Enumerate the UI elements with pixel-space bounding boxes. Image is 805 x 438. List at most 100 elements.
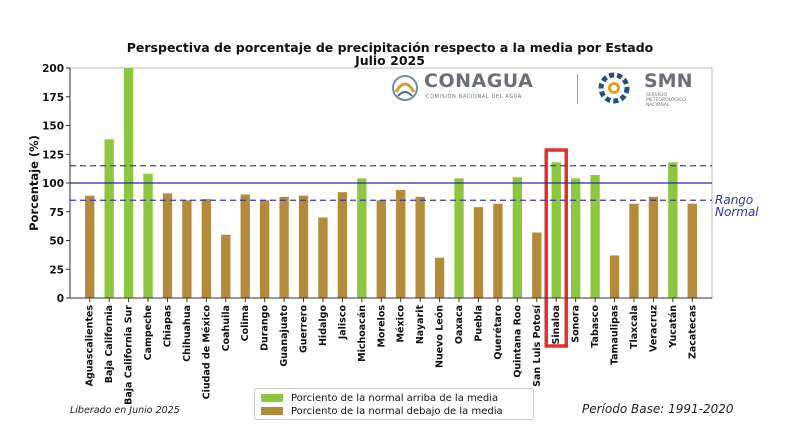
conagua-logo-text: CONAGUA bbox=[424, 70, 534, 92]
x-tick-label: Guerrero bbox=[299, 305, 310, 354]
bar-16 bbox=[396, 189, 406, 298]
x-tick-label: Oaxaca bbox=[454, 305, 465, 344]
x-tick-label: Ciudad de México bbox=[201, 305, 212, 400]
bar-18 bbox=[434, 257, 445, 298]
bar-28 bbox=[629, 203, 639, 298]
x-tick-label: Baja California Sur bbox=[124, 305, 135, 405]
legend-swatch-below bbox=[261, 407, 283, 415]
legend-item-below: Porciento de la normal debajo de la medi… bbox=[261, 405, 503, 417]
bar-25 bbox=[570, 178, 581, 298]
conagua-logo: CONAGUA COMISIÓN NACIONAL DEL AGUA bbox=[390, 70, 570, 110]
bar-0 bbox=[85, 195, 95, 298]
y-axis-label: Porcentaje (%) bbox=[27, 135, 41, 231]
highlight-box bbox=[544, 148, 568, 348]
x-tick-label: Morelos bbox=[376, 305, 387, 348]
bar-6 bbox=[201, 199, 212, 298]
bar-24 bbox=[551, 162, 561, 298]
release-note: Liberado en Junio 2025 bbox=[70, 405, 180, 416]
x-tick-label: Guanajuato bbox=[279, 305, 290, 367]
bar-30 bbox=[668, 162, 678, 298]
range-label-line2: Normal bbox=[715, 205, 759, 219]
y-tick-label: 125 bbox=[42, 149, 64, 161]
x-tick-label: Durango bbox=[260, 305, 271, 351]
bar-19 bbox=[454, 178, 464, 298]
x-tick-label: Nayarit bbox=[415, 305, 426, 345]
y-tick-label: 200 bbox=[42, 63, 64, 75]
logo-divider bbox=[577, 74, 578, 104]
smn-emblem-icon bbox=[598, 72, 630, 104]
legend-label-below: Porciento de la normal debajo de la medi… bbox=[291, 405, 503, 417]
bar-11 bbox=[298, 195, 309, 298]
x-tick-label: Jalisco bbox=[337, 305, 348, 341]
bar-8 bbox=[240, 194, 250, 298]
bar-15 bbox=[376, 200, 386, 298]
x-tick-label: Zacatecas bbox=[687, 305, 698, 359]
smn-logo-subtext-2: METEOROLÓGICO bbox=[646, 98, 686, 103]
smn-logo: SMN SERVICIO METEOROLÓGICO NACIONAL bbox=[596, 70, 711, 110]
legend: Porciento de la normal arriba de la medi… bbox=[254, 388, 534, 420]
conagua-logo-subtext: COMISIÓN NACIONAL DEL AGUA bbox=[426, 94, 522, 100]
bar-13 bbox=[337, 192, 348, 298]
bar-3 bbox=[143, 173, 153, 298]
range-label-line1: Rango bbox=[715, 193, 754, 207]
bar-10 bbox=[279, 196, 289, 298]
x-tick-label: Baja California bbox=[104, 305, 115, 383]
legend-label-above: Porciento de la normal arriba de la medi… bbox=[291, 392, 499, 404]
bar-9 bbox=[259, 200, 270, 298]
x-tick-label: Tamaulipas bbox=[610, 305, 621, 365]
y-tick-label: 75 bbox=[49, 207, 64, 219]
y-tick-label: 100 bbox=[42, 178, 64, 190]
x-tick-label: Querétaro bbox=[493, 305, 504, 360]
x-tick-label: San Luis Potosí bbox=[532, 304, 543, 387]
x-tick-label: Nuevo León bbox=[435, 305, 446, 368]
bar-22 bbox=[512, 177, 523, 298]
y-tick-label: 175 bbox=[42, 92, 64, 104]
x-tick-label: Michoacán bbox=[357, 305, 368, 362]
x-tick-label: Chihuahua bbox=[182, 305, 193, 362]
y-tick-label: 150 bbox=[42, 121, 64, 133]
bar-14 bbox=[357, 178, 367, 298]
x-tick-label: México bbox=[396, 305, 407, 343]
smn-logo-text: SMN bbox=[644, 70, 693, 92]
chart-title: Perspectiva de porcentaje de precipitaci… bbox=[126, 40, 654, 55]
bar-4 bbox=[162, 193, 173, 298]
bar-1 bbox=[104, 139, 114, 298]
x-tick-label: Aguascalientes bbox=[85, 305, 96, 387]
bar-17 bbox=[415, 196, 425, 298]
smn-logo-subtext-1: SERVICIO bbox=[646, 93, 667, 98]
x-tick-label: Quintana Roo bbox=[512, 305, 523, 378]
x-tick-label: Sonora bbox=[571, 305, 582, 343]
legend-swatch-above bbox=[261, 394, 283, 402]
x-tick-label: Puebla bbox=[473, 305, 484, 342]
x-tick-label: Veracruz bbox=[648, 305, 659, 352]
bar-7 bbox=[221, 234, 231, 298]
x-tick-label: Sinaloa bbox=[551, 305, 562, 344]
base-period-note: Período Base: 1991-2020 bbox=[582, 402, 734, 416]
bar-26 bbox=[590, 174, 600, 298]
chart-subtitle: Julio 2025 bbox=[355, 53, 425, 68]
x-tick-label: Chiapas bbox=[162, 305, 173, 348]
bar-12 bbox=[318, 217, 328, 298]
bar-31 bbox=[687, 203, 697, 298]
x-tick-label: Colima bbox=[240, 305, 251, 341]
bar-5 bbox=[182, 200, 192, 298]
conagua-emblem-icon bbox=[392, 75, 418, 101]
x-tick-label: Campeche bbox=[143, 305, 154, 360]
x-tick-label: Hidalgo bbox=[318, 305, 329, 346]
y-tick-label: 50 bbox=[49, 236, 64, 248]
x-tick-label: Yucatán bbox=[668, 305, 679, 349]
x-tick-label: Tabasco bbox=[590, 305, 601, 348]
y-tick-label: 0 bbox=[57, 293, 64, 305]
bar-27 bbox=[609, 255, 620, 298]
x-tick-label: Tlaxcala bbox=[629, 305, 640, 349]
legend-item-above: Porciento de la normal arriba de la medi… bbox=[261, 392, 498, 404]
bar-29 bbox=[648, 196, 659, 298]
y-tick-label: 25 bbox=[49, 264, 64, 276]
x-tick-label: Coahuila bbox=[221, 305, 232, 351]
smn-logo-subtext-3: NACIONAL bbox=[646, 103, 670, 108]
bar-20 bbox=[473, 207, 484, 298]
bar-21 bbox=[493, 203, 503, 298]
bar-23 bbox=[532, 232, 542, 298]
